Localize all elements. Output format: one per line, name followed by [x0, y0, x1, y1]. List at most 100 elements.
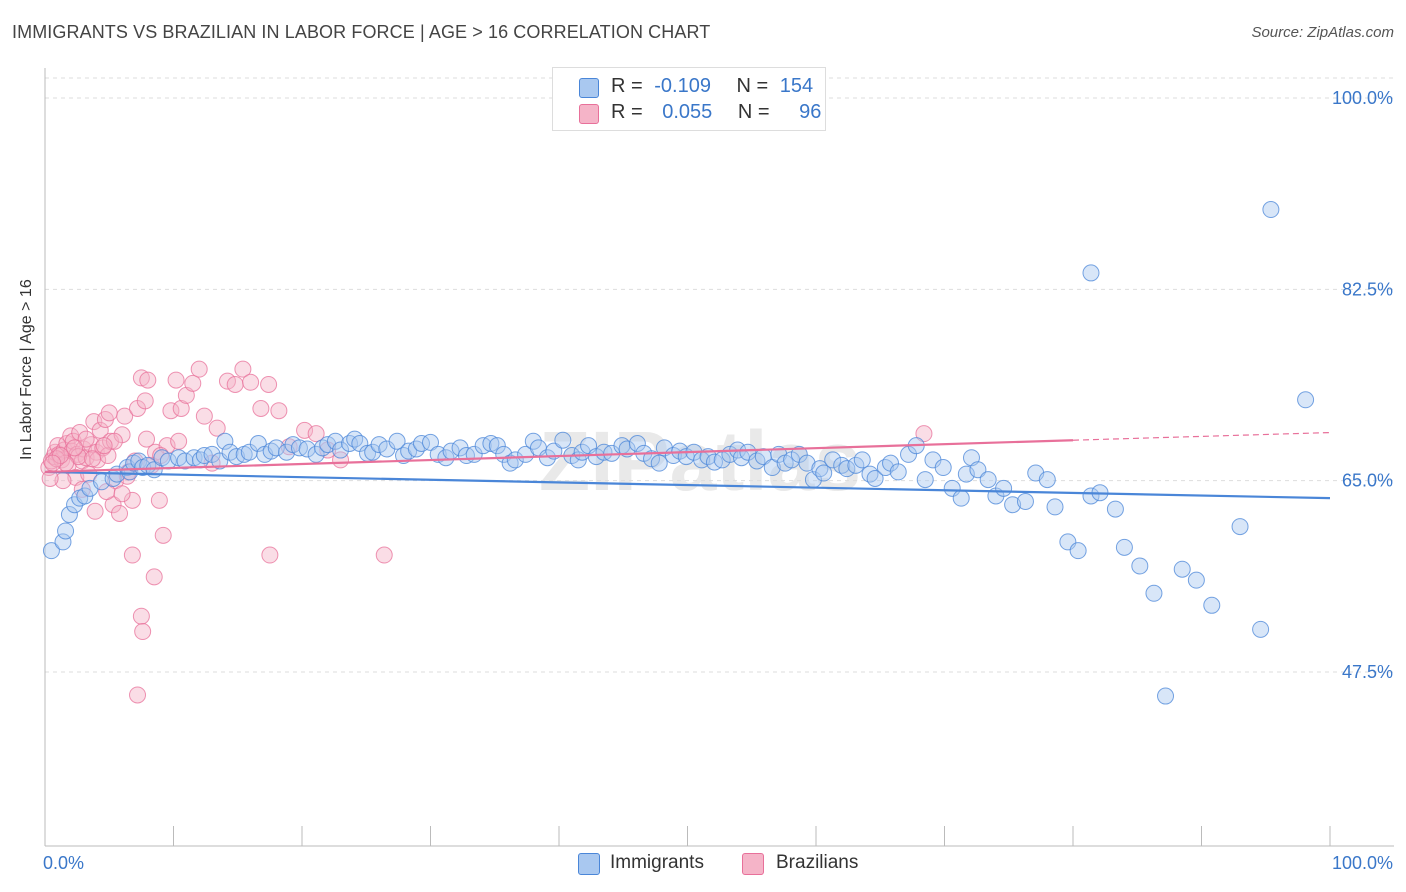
immigrants-point [121, 463, 139, 481]
immigrants-point [995, 479, 1013, 497]
immigrants-point [57, 522, 75, 540]
brazilians-point [66, 439, 84, 457]
legend-n-value: 96 [799, 101, 822, 123]
brazilians-point [208, 419, 226, 437]
immigrants-point [833, 456, 851, 474]
immigrants-point [185, 449, 203, 467]
brazilians-point [41, 469, 59, 487]
x-tick-label-max: 100.0% [1332, 853, 1393, 873]
immigrants-point [1038, 471, 1056, 489]
legend-n-label: N = [736, 75, 769, 97]
brazilians-point [132, 607, 150, 625]
immigrants-point [332, 441, 350, 459]
bottom-legend-swatch-immigrants [578, 853, 600, 875]
immigrants-point [1262, 201, 1280, 219]
immigrants-point [979, 471, 997, 489]
immigrants-trend-line [44, 470, 1331, 500]
immigrants-point [650, 454, 668, 472]
immigrants-point [249, 434, 267, 452]
brazilians-point [113, 485, 131, 503]
brazilians-point [95, 437, 113, 455]
brazilians-trend-extension [1072, 431, 1331, 441]
brazilians-point [226, 375, 244, 393]
immigrants-point [501, 454, 519, 472]
immigrants-point [216, 432, 234, 450]
bottom-legend-immigrants: Immigrants [610, 852, 704, 873]
brazilians-point [162, 402, 180, 420]
immigrants-point [413, 434, 431, 452]
immigrants-point [326, 432, 344, 450]
legend: R = -0.109 N = 154 R = 0.055 N = 96 [552, 67, 826, 131]
brazilians-point [123, 491, 141, 509]
brazilians-point [111, 504, 129, 522]
immigrants-point [916, 471, 934, 489]
immigrants-point [739, 443, 757, 461]
legend-swatch-brazilians [579, 104, 599, 124]
brazilians-point [86, 502, 104, 520]
immigrants-point [488, 437, 506, 455]
immigrants-point [1004, 496, 1022, 514]
immigrants-point [1297, 391, 1315, 409]
immigrants-point [952, 489, 970, 507]
brazilians-point [123, 546, 141, 564]
brazilians-point [252, 400, 270, 418]
immigrants-point [298, 440, 316, 458]
y-tick-label: 47.5% [1342, 662, 1393, 682]
brazilians-point [184, 374, 202, 392]
immigrants-point [422, 433, 439, 451]
immigrants-point [262, 442, 280, 460]
brazilians-point [167, 371, 185, 389]
brazilians-point [71, 424, 89, 442]
immigrants-point [1231, 518, 1249, 536]
immigrants-point [889, 463, 907, 481]
brazilians-point [145, 568, 163, 586]
immigrants-point [1145, 584, 1163, 602]
brazilians-point [172, 400, 190, 418]
immigrants-point [815, 464, 833, 482]
brazilians-point [260, 375, 278, 393]
immigrants-points [42, 201, 1315, 705]
immigrants-point [628, 434, 646, 452]
immigrants-point [824, 451, 842, 469]
immigrants-point [1203, 596, 1221, 614]
brazilians-point [100, 404, 118, 422]
brazilians-point [138, 430, 156, 448]
bottom-legend-swatch-brazilians [742, 853, 764, 875]
immigrants-point [798, 454, 816, 472]
brazilians-point [190, 360, 208, 378]
immigrants-point [1082, 487, 1100, 505]
immigrants-point [307, 445, 325, 463]
immigrants-point [643, 450, 661, 468]
immigrants-point [838, 460, 856, 478]
chart-title: IMMIGRANTS VS BRAZILIAN IN LABOR FORCE |… [12, 22, 711, 42]
immigrants-point [176, 452, 194, 470]
brazilians-point [915, 425, 933, 443]
trend-lines [44, 431, 1331, 500]
immigrants-point [1016, 492, 1034, 510]
immigrants-point [1046, 498, 1064, 516]
brazilians-point [84, 450, 102, 468]
y-tick-label: 65.0% [1342, 471, 1393, 491]
brazilians-point [150, 491, 168, 509]
immigrants-point [934, 459, 952, 477]
x-tick-label-min: 0.0% [43, 853, 84, 873]
legend-n-label: N = [737, 101, 770, 123]
legend-swatch-immigrants [579, 78, 599, 98]
legend-r-label: R = [611, 101, 643, 123]
brazilians-point [234, 360, 252, 378]
immigrants-point [54, 533, 72, 551]
brazilians-point [154, 526, 172, 544]
y-tick-label: 100.0% [1332, 88, 1393, 108]
brazilians-point [77, 430, 95, 448]
immigrants-point [506, 451, 524, 469]
immigrants-point [969, 461, 987, 479]
brazilians-point [134, 623, 152, 641]
y-tick-label: 82.5% [1342, 279, 1393, 299]
brazilians-point [270, 402, 288, 420]
immigrants-point [1082, 264, 1100, 282]
immigrants-point [370, 436, 388, 454]
immigrants-point [1115, 538, 1133, 556]
brazilians-point [375, 546, 393, 564]
immigrants-point [42, 542, 60, 560]
legend-row-brazilians: R = 0.055 N = 96 [611, 101, 821, 124]
